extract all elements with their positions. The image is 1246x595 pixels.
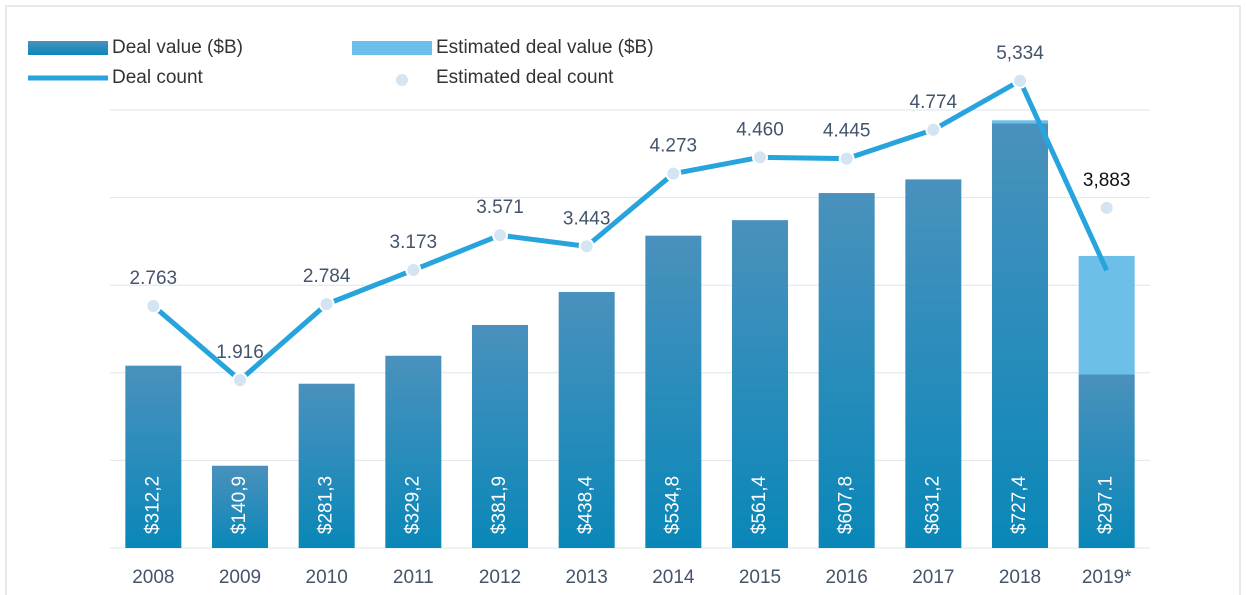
chart-border	[5, 5, 1241, 595]
x-tick-label: 2009	[219, 567, 261, 588]
x-tick-label: 2010	[306, 567, 348, 588]
bar	[1078, 374, 1135, 548]
bar-value-label: $312,2	[142, 476, 163, 534]
x-tick-label: 2015	[739, 567, 781, 588]
line-marker	[145, 297, 162, 314]
line-marker	[492, 227, 508, 244]
line-value-label: 4.774	[910, 92, 958, 113]
bar-value-label: $607,8	[836, 476, 857, 534]
legend-label: Deal value ($B)	[112, 37, 243, 58]
line-marker	[1012, 72, 1028, 89]
bar-value-label: $727,4	[1009, 476, 1030, 535]
x-tick-label: 2012	[479, 567, 521, 588]
line-marker	[232, 372, 248, 389]
x-tick-label: 2013	[566, 567, 608, 588]
bar	[992, 123, 1048, 549]
bar-value-label: $297.1	[1096, 476, 1117, 534]
line-value-label: 2.763	[130, 268, 178, 289]
x-tick-label: 2019*	[1082, 567, 1132, 588]
line-value-label: 3.571	[476, 197, 524, 218]
line-value-label: 4.273	[650, 136, 698, 157]
line	[151, 78, 1109, 383]
bar-value-label: $438,4	[576, 476, 597, 535]
bar	[298, 383, 355, 548]
point-value-label: 3,883	[1083, 170, 1131, 191]
legend-swatch	[28, 41, 108, 55]
bar	[645, 235, 702, 548]
line-value-label: 4.460	[736, 119, 784, 140]
legend-swatch	[394, 72, 410, 88]
bar-value-label: $329,2	[402, 476, 423, 534]
bar	[905, 179, 962, 548]
line-value-label: 3.443	[563, 208, 611, 229]
x-tick-label: 2017	[912, 567, 954, 588]
line-value-label: 3.173	[390, 232, 438, 253]
x-tick-label: 2014	[652, 567, 695, 588]
legend-label: Deal count	[112, 67, 204, 88]
bar	[472, 324, 528, 548]
bar	[212, 465, 268, 548]
x-tick-label: 2016	[826, 567, 868, 588]
line-value-label: 4.445	[823, 121, 871, 142]
bar-value-label: $561,4	[749, 476, 770, 535]
line-marker	[405, 262, 422, 279]
bar-value-label: $631,2	[922, 476, 943, 534]
bar-value-label: $534,8	[662, 476, 683, 534]
line-value-label: 2.784	[303, 266, 351, 287]
line-marker	[318, 296, 335, 313]
bar	[385, 355, 442, 548]
bar	[732, 220, 788, 548]
bar-value-label: $281,3	[316, 476, 337, 534]
line-marker	[665, 165, 682, 182]
bar-value-label: $140,9	[229, 476, 250, 534]
line-marker	[838, 150, 855, 167]
legend-label: Estimated deal count	[436, 67, 614, 88]
x-tick-label: 2008	[132, 567, 174, 588]
bar	[125, 365, 182, 548]
estimated-point	[1098, 199, 1115, 216]
line-marker	[578, 238, 595, 255]
line-value-label: 5,334	[996, 43, 1044, 64]
bar	[992, 120, 1048, 124]
bar	[1078, 255, 1135, 375]
line-value-label: 1.916	[216, 342, 264, 363]
bar	[818, 193, 875, 548]
bar-value-label: $381,9	[489, 476, 510, 534]
legend-swatch	[352, 41, 432, 55]
legend-label: Estimated deal value ($B)	[436, 37, 654, 58]
x-tick-label: 2018	[999, 567, 1041, 588]
line-marker	[752, 149, 768, 166]
bar	[558, 291, 615, 548]
x-tick-label: 2011	[393, 567, 434, 588]
line-marker	[925, 121, 942, 138]
